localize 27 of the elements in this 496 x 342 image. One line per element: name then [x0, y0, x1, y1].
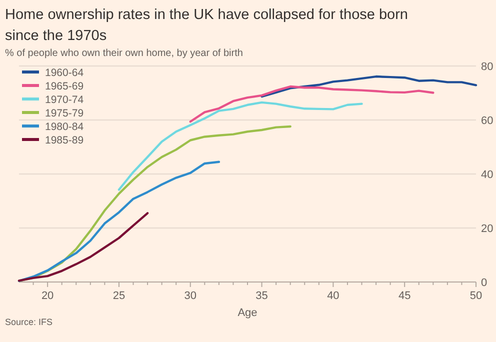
legend-label: 1960-64 — [45, 66, 84, 79]
line-series — [260, 75, 478, 98]
y-tick-label: 80 — [481, 61, 494, 73]
legend-label: 1975-79 — [45, 107, 84, 120]
x-tick-label: 45 — [398, 290, 411, 302]
legend-label: 1985-89 — [45, 134, 84, 146]
line-series — [18, 212, 149, 282]
x-tick-label: 30 — [184, 290, 196, 302]
y-tick-label: 0 — [481, 277, 488, 289]
line-series — [18, 160, 220, 282]
x-tick-label: 35 — [256, 290, 268, 302]
y-tick-label: 60 — [481, 115, 494, 127]
legend-label: 1965-69 — [45, 80, 84, 92]
y-tick-label: 20 — [481, 223, 494, 235]
x-axis-title: Age — [238, 307, 258, 319]
source-note: Source: IFS — [5, 317, 53, 327]
legend-label: 1980-84 — [45, 120, 84, 133]
chart-title: Home ownership rates in the UK have collapsed for those born since the 1970s — [5, 7, 408, 44]
x-tick-label: 25 — [112, 290, 126, 302]
y-tick-label: 40 — [481, 169, 494, 181]
x-tick-label: 50 — [470, 290, 482, 302]
chart-subtitle: % of people who own their own home, by year of birth — [5, 48, 243, 59]
line-series — [189, 85, 434, 123]
x-tick-label: 40 — [327, 290, 340, 302]
line-series — [118, 101, 363, 191]
legend-label: 1970-74 — [45, 94, 84, 106]
x-tick-label: 20 — [41, 290, 54, 302]
